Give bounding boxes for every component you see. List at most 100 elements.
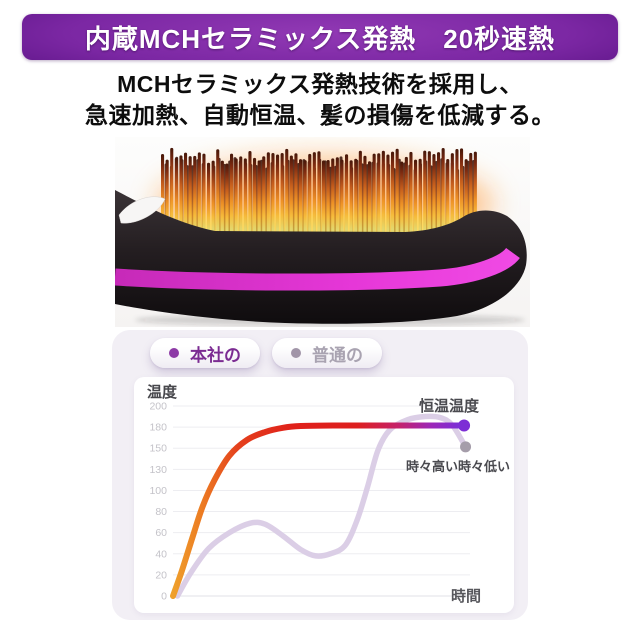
bristle — [216, 149, 220, 233]
bristle — [335, 157, 339, 233]
y-tick-label: 150 — [149, 443, 167, 455]
bristle — [161, 154, 165, 233]
bristle — [381, 150, 385, 233]
legend-label-ours: 本社の — [190, 345, 241, 365]
bristle — [184, 152, 188, 233]
legend-pill-ours[interactable]: 本社の — [150, 338, 260, 368]
legend-dot-ordinary-icon — [291, 348, 301, 358]
y-tick-label: 60 — [155, 527, 167, 539]
bristle — [450, 153, 454, 233]
bristle — [257, 160, 261, 233]
annotation-constant-temperature: 恒温温度 — [418, 398, 480, 415]
y-tick-label: 0 — [161, 591, 167, 603]
bristle — [225, 163, 229, 233]
bristle — [266, 152, 270, 233]
bristle — [294, 153, 298, 233]
bristle — [437, 152, 441, 233]
bristle — [368, 161, 372, 233]
annotation-fluctuating-temperature: 時々高い時々低い — [405, 459, 511, 474]
chart-legend: 本社の 普通の — [150, 338, 382, 368]
bristle — [391, 151, 395, 233]
bristle — [188, 156, 192, 233]
bristle — [197, 152, 201, 233]
y-tick-label: 180 — [149, 422, 167, 434]
bristle — [207, 162, 211, 233]
bristles-front — [161, 147, 477, 233]
bristle — [202, 153, 206, 233]
product-photo — [114, 137, 530, 327]
temperature-line-chart: 0 20 40 60 80 100 130 150 180 200 — [149, 401, 472, 603]
description-line1: MCHセラミックス発熱技術を採用し、 — [117, 71, 523, 97]
bristle — [220, 160, 224, 233]
bristle — [280, 153, 284, 233]
bristle — [331, 158, 335, 233]
legend-dot-ours-icon — [169, 348, 179, 358]
y-tick-label: 80 — [155, 506, 167, 518]
bristle — [239, 156, 243, 233]
bristle — [358, 150, 362, 233]
bristle — [432, 153, 436, 233]
end-dot-本社の — [458, 419, 471, 432]
series-line-本社の — [170, 422, 468, 599]
bristle — [289, 155, 293, 233]
y-tick-label: 130 — [149, 464, 167, 476]
bristle — [234, 158, 238, 233]
chart-y-axis-title: 温度 — [147, 384, 178, 401]
bristle — [418, 158, 422, 233]
series-line-普通の — [174, 413, 469, 599]
end-dot-普通の — [460, 441, 472, 453]
bristle — [460, 148, 464, 233]
bristle — [262, 156, 266, 233]
chart-x-axis-label: 時間 — [450, 588, 482, 605]
brush-body — [115, 190, 527, 324]
legend-pill-ordinary[interactable]: 普通の — [272, 338, 382, 368]
chart-panel: 本社の 普通の 0 20 40 60 80 100 130 150 180 200 温度 恒温温度… — [112, 330, 528, 620]
bristle — [345, 154, 349, 233]
bristle — [165, 159, 169, 233]
banner: 内蔵MCHセラミックス発熱 20秒速熱 — [22, 14, 618, 60]
bristle — [372, 153, 376, 233]
bristle — [423, 150, 427, 233]
bristle — [299, 159, 303, 233]
bristle — [317, 151, 321, 233]
bristle — [349, 160, 353, 233]
bristle — [395, 148, 399, 233]
bristle — [303, 160, 307, 233]
bristle — [386, 154, 390, 233]
bristle — [271, 152, 275, 233]
bristle — [414, 159, 418, 233]
bristle — [193, 155, 197, 233]
bristle — [340, 159, 344, 233]
bristle — [441, 148, 445, 233]
bristle — [243, 158, 247, 233]
y-tick-label: 40 — [155, 548, 167, 560]
description: MCHセラミックス発熱技術を採用し、 急速加熱、自動恒温、髪の損傷を低減する。 — [0, 69, 640, 131]
bristle — [363, 155, 367, 233]
chart-card: 0 20 40 60 80 100 130 150 180 200 温度 恒温温度 時々高い時々低… — [134, 377, 514, 613]
bristle — [276, 154, 280, 233]
bristle — [404, 156, 408, 233]
bristle — [446, 158, 450, 233]
banner-title: 内蔵MCHセラミックス発熱 20秒速熱 — [84, 23, 556, 54]
bristle — [322, 160, 326, 233]
bristle — [427, 151, 431, 233]
bristle — [174, 157, 178, 233]
bristle — [312, 152, 316, 233]
y-tick-label: 100 — [149, 485, 167, 497]
bristle — [409, 151, 413, 233]
bristle — [308, 153, 312, 233]
y-tick-label: 200 — [149, 401, 167, 413]
heated-brush-illustration — [114, 137, 530, 327]
bristle — [354, 158, 358, 233]
bristle — [285, 148, 289, 233]
y-tick-label: 20 — [155, 569, 167, 581]
bristle — [464, 159, 468, 233]
hinge-highlight — [118, 196, 166, 224]
bristle — [400, 161, 404, 233]
bristle — [455, 148, 459, 233]
legend-label-ordinary: 普通の — [312, 345, 363, 365]
bristle — [170, 147, 174, 233]
bristle — [179, 155, 183, 233]
bristle — [326, 159, 330, 233]
